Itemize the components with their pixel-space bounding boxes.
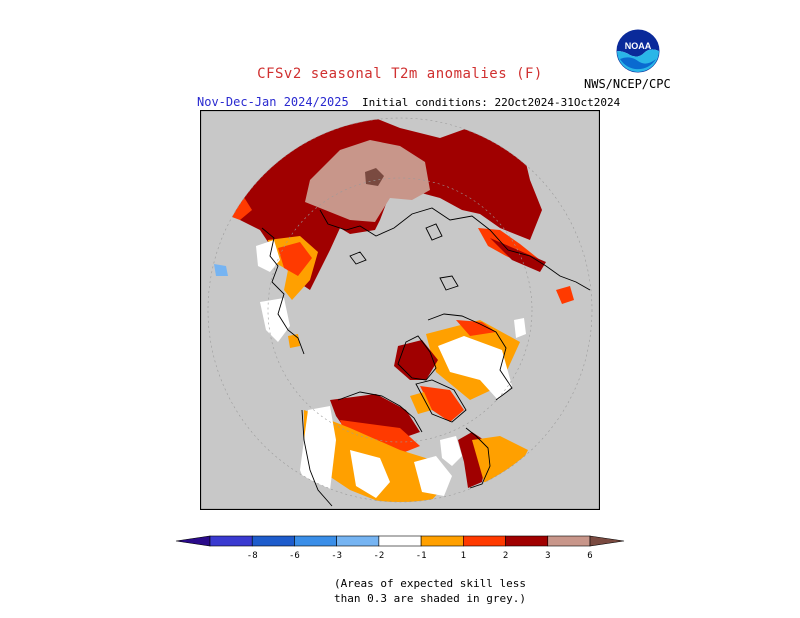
legend-swatch (209, 535, 253, 547)
legend-label: 1 (461, 551, 466, 561)
legend-swatch-lowest (175, 535, 211, 547)
logo-text: NOAA (625, 41, 652, 51)
anomaly-region-pacific-white (300, 406, 336, 502)
anomaly-region-archipelago-strong (394, 340, 438, 380)
graticule (207, 117, 593, 503)
legend-label: -3 (331, 551, 342, 561)
anomaly-region-alaska-red (456, 320, 496, 336)
anomaly-region-archipelago-red (420, 386, 464, 422)
legend-swatch (294, 535, 337, 547)
agency-label: NWS/NCEP/CPC (584, 77, 671, 91)
footnote-line-2: than 0.3 are shaded in grey.) (333, 592, 527, 605)
legend-swatch (336, 535, 380, 547)
chart-title: CFSv2 seasonal T2m anomalies (F) (257, 66, 543, 82)
anomaly-map (200, 110, 600, 510)
legend-label: -8 (247, 551, 258, 561)
legend-swatch (251, 535, 295, 547)
legend-swatch (378, 535, 422, 547)
anomaly-region-plains-white (414, 456, 452, 496)
coastlines (261, 207, 591, 507)
skill-footnote: (Areas of expected skill less than 0.3 a… (0, 576, 800, 606)
legend-swatch (547, 535, 591, 547)
anomaly-region-chukotka (556, 286, 574, 304)
color-legend: -8-6-3-2-112368 (175, 535, 630, 561)
legend-label: 2 (503, 551, 508, 561)
anomaly-region-alaska-island (514, 318, 526, 338)
legend-label: -2 (373, 551, 384, 561)
anomaly-region-europe-white (256, 240, 280, 272)
anomaly-region-yakutia-white (260, 298, 290, 342)
anomaly-region-alaska-white (438, 336, 512, 400)
season-label: Nov-Dec-Jan 2024/2025 (197, 95, 349, 109)
legend-swatches (175, 535, 625, 547)
legend-swatch (463, 535, 506, 547)
anomaly-field (214, 118, 574, 502)
legend-label: 6 (587, 551, 592, 561)
legend-label: -6 (289, 551, 300, 561)
legend-swatch-highest (589, 535, 625, 547)
anomaly-region-kamchatka-strong (490, 238, 546, 272)
legend-label: 3 (545, 551, 550, 561)
legend-labels: -8-6-3-2-112368 (247, 551, 630, 561)
anomaly-region-east-white (440, 436, 462, 466)
map-frame (200, 110, 600, 510)
legend-swatch (420, 535, 464, 547)
noaa-logo: NOAA (616, 29, 660, 73)
legend-swatch (505, 535, 549, 547)
anomaly-region-quebec-orange (472, 436, 528, 486)
anomaly-region-rockies-white (350, 450, 390, 498)
anomaly-region-europe-blue (214, 264, 228, 276)
legend-label: -1 (416, 551, 427, 561)
anomaly-region-europe-red (278, 242, 312, 276)
anomaly-region-greenland-small (288, 334, 300, 348)
footnote-line-1: (Areas of expected skill less (333, 577, 527, 590)
initial-conditions-label: Initial conditions: 22Oct2024-31Oct2024 (362, 96, 621, 109)
anomaly-region-archipelago-orange (410, 392, 432, 414)
